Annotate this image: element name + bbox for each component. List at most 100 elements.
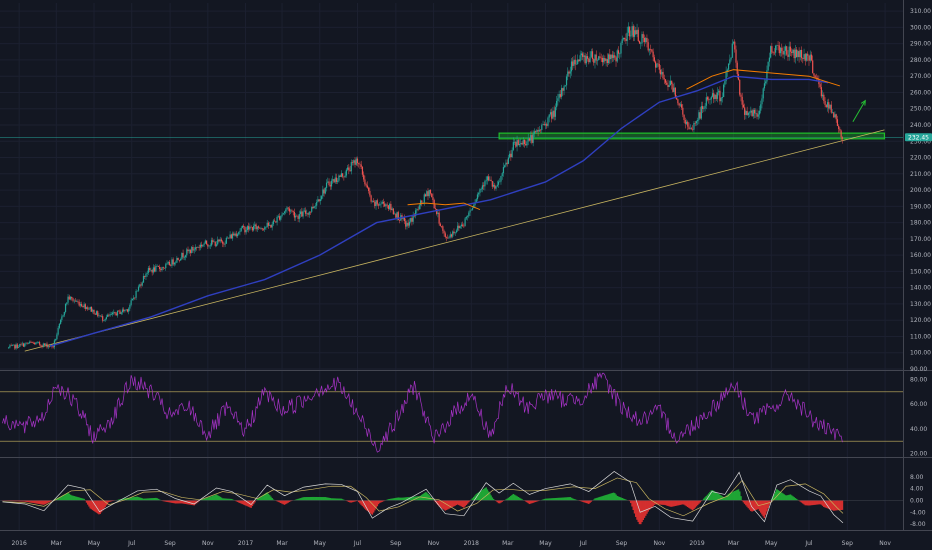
candle-body <box>510 153 512 158</box>
candle-body <box>175 262 177 264</box>
candle-body <box>42 343 44 347</box>
candle-body <box>129 304 131 309</box>
candle-body <box>778 45 780 54</box>
candle-body <box>306 213 308 214</box>
price-panel[interactable] <box>0 21 903 352</box>
histogram-bar <box>220 497 223 501</box>
histogram-bar <box>20 500 22 502</box>
candle-body <box>542 124 544 125</box>
histogram-bar <box>204 498 207 501</box>
histogram-bar <box>239 500 241 504</box>
candle-body <box>501 173 503 177</box>
histogram-bar <box>44 500 47 504</box>
candle-body <box>350 162 352 172</box>
time-tick-label: 2019 <box>689 540 704 547</box>
candle-body <box>731 43 733 58</box>
histogram-bar <box>399 497 402 501</box>
macd-panel[interactable] <box>0 470 903 525</box>
histogram-bar <box>312 496 314 501</box>
histogram-bar <box>470 499 473 501</box>
candle-body <box>491 181 493 187</box>
candle-body <box>619 53 621 55</box>
candle-body <box>89 306 91 310</box>
candle-body <box>812 60 814 74</box>
candle-body <box>10 345 12 347</box>
candle-body <box>563 86 565 91</box>
candle-body <box>229 234 231 238</box>
histogram-bar <box>712 490 715 501</box>
price-tick-label: 100.00 <box>910 350 931 357</box>
histogram-bar <box>445 500 448 510</box>
candle-body <box>77 301 79 302</box>
candle-body <box>321 196 323 200</box>
histogram-bar <box>761 500 763 515</box>
candle-body <box>104 319 106 321</box>
candle-body <box>782 51 784 55</box>
histogram-bar <box>482 489 485 501</box>
time-tick-label: May <box>539 540 552 547</box>
candle-body <box>716 92 719 99</box>
histogram-bar <box>127 497 130 501</box>
histogram-bar <box>156 498 158 501</box>
histogram-bar <box>129 497 131 501</box>
histogram-bar <box>100 500 103 513</box>
histogram-bar <box>568 497 570 501</box>
histogram-bar <box>171 500 173 503</box>
histogram-bar <box>830 500 833 510</box>
histogram-bar <box>42 500 45 505</box>
price-axis[interactable]: 90.00 100.00 110.00 120.00 130.00 140.00 150.0… <box>905 8 932 528</box>
histogram-bar <box>381 500 384 502</box>
histogram-bar <box>465 500 468 505</box>
histogram-bar <box>832 500 835 511</box>
histogram-bar <box>735 490 737 501</box>
candle-body <box>15 344 17 349</box>
candle-body <box>669 80 672 86</box>
histogram-bar <box>89 500 92 509</box>
candle-body <box>41 345 43 347</box>
histogram-bar <box>341 499 344 501</box>
price-tick-label: 290.00 <box>910 41 931 48</box>
candle-body <box>187 249 189 252</box>
candle-body <box>78 301 80 306</box>
histogram-bar <box>727 493 730 501</box>
candle-body <box>693 122 695 130</box>
histogram-bar <box>351 500 354 503</box>
histogram-bar <box>241 500 244 505</box>
candle-body <box>490 179 492 182</box>
histogram-bar <box>804 500 807 506</box>
candle-body <box>784 46 787 51</box>
histogram-bar <box>301 497 303 501</box>
histogram-bar <box>224 498 226 501</box>
candle-body <box>411 218 413 222</box>
histogram-bar <box>398 497 401 501</box>
candle-body <box>653 57 655 62</box>
histogram-bar <box>592 499 595 501</box>
histogram-bar <box>547 498 549 501</box>
candle-body <box>191 247 193 253</box>
candle-body <box>31 342 33 343</box>
candle-body <box>689 128 691 130</box>
candle-body <box>176 257 178 263</box>
histogram-bar <box>513 494 516 501</box>
candle-body <box>730 57 732 60</box>
candle-body <box>286 207 288 210</box>
histogram-bar <box>68 493 71 501</box>
histogram-bar <box>47 500 50 503</box>
histogram-bar <box>31 500 33 503</box>
candle-body <box>504 165 506 168</box>
histogram-bar <box>7 500 10 501</box>
histogram-bar <box>178 500 181 504</box>
time-axis[interactable]: 2016 Mar May Jul Sep Nov 2017 Mar May Jul Sep Nov 20… <box>12 540 892 547</box>
histogram-bar <box>317 496 319 501</box>
rsi-tick-label: 40.00 <box>910 426 927 433</box>
candle-body <box>384 203 386 207</box>
candle-body <box>526 141 528 146</box>
histogram-bar <box>628 500 631 502</box>
rsi-panel[interactable] <box>0 372 903 453</box>
histogram-bar <box>741 500 743 501</box>
candle-body <box>416 209 418 211</box>
candle-body <box>71 296 73 299</box>
candle-body <box>160 268 162 271</box>
histogram-bar <box>654 500 657 505</box>
